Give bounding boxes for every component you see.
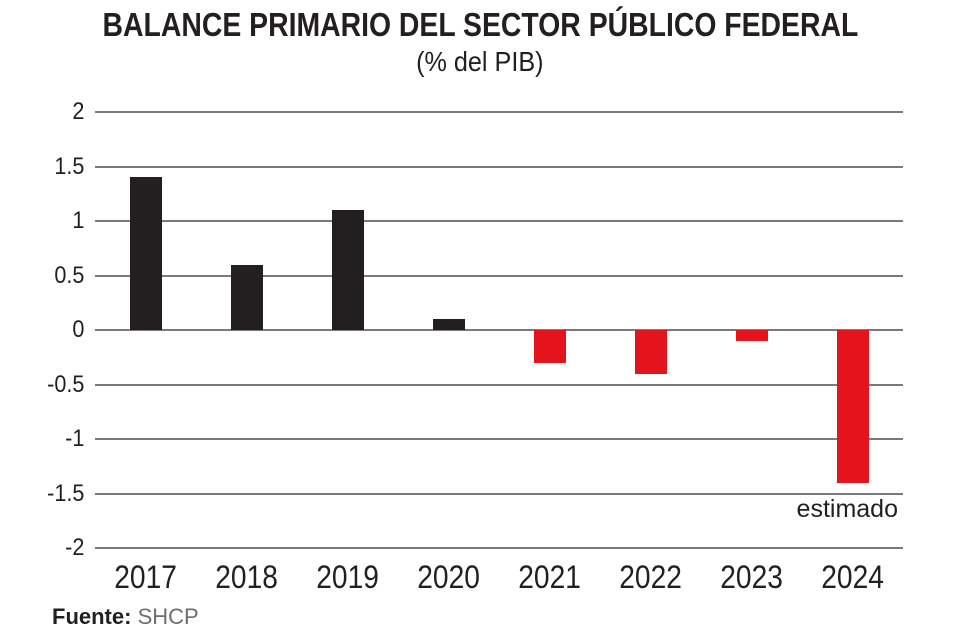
chart-title: BALANCE PRIMARIO DEL SECTOR PÚBLICO FEDE… — [0, 6, 960, 44]
x-axis-tick-label-text: 2019 — [316, 559, 380, 595]
x-axis-tick-label-text: 2022 — [619, 559, 683, 595]
x-axis-tick-label-text: 2024 — [821, 559, 885, 595]
chart-subtitle: (% del PIB) — [0, 45, 960, 79]
x-axis-tick-label-text: 2023 — [720, 559, 784, 595]
x-axis-tick-label: 2022 — [591, 558, 711, 596]
x-axis-tick-label-text: 2021 — [518, 559, 582, 595]
y-axis-tick-label: 2 — [71, 98, 84, 125]
plot-area — [95, 111, 903, 549]
bar-2018 — [231, 265, 263, 330]
bar-2021 — [534, 330, 566, 363]
gridline — [95, 165, 903, 168]
bar-2019 — [332, 210, 364, 330]
y-axis-tick-label: -1 — [64, 425, 84, 452]
y-axis-tick-label: 1 — [71, 207, 84, 234]
gridline — [95, 492, 903, 495]
x-axis-tick-label-text: 2018 — [215, 559, 279, 595]
bar-2017 — [130, 177, 162, 330]
chart-subtitle-text: (% del PIB) — [416, 46, 544, 77]
x-axis-tick-label: 2017 — [86, 558, 206, 596]
x-axis-tick-label: 2018 — [187, 558, 307, 596]
y-axis-tick-label: -1.5 — [46, 479, 84, 507]
x-axis-labels: 2017 2018 2019 2020 2021 2022 2023 2024 — [95, 558, 903, 600]
chart-title-text: BALANCE PRIMARIO DEL SECTOR PÚBLICO FEDE… — [102, 6, 858, 43]
x-axis-tick-label: 2023 — [692, 558, 812, 596]
estimado-annotation: estimado — [796, 495, 898, 523]
bar-2022 — [635, 330, 667, 374]
y-axis-tick-label: -0.5 — [46, 370, 84, 398]
y-axis-labels: 2 1.5 1 0.5 0 -0.5 -1 -1.5 -2 — [0, 99, 84, 561]
source-line: Fuente: SHCP — [52, 604, 199, 630]
gridline — [95, 383, 903, 386]
x-axis-tick-label: 2021 — [490, 558, 610, 596]
x-axis-tick-label: 2020 — [389, 558, 509, 596]
gridline — [95, 547, 903, 549]
gridline — [95, 329, 903, 331]
y-axis-tick-label: 0 — [71, 316, 84, 343]
source-label: Fuente: — [52, 604, 132, 629]
gridline — [95, 220, 903, 222]
source-value: SHCP — [137, 604, 199, 629]
gridline — [95, 438, 903, 440]
x-axis-tick-label-text: 2017 — [114, 559, 178, 595]
x-axis-tick-label: 2024 — [793, 558, 913, 596]
bar-2020 — [433, 319, 465, 330]
gridline — [95, 274, 903, 277]
bar-2024 — [837, 330, 869, 483]
y-axis-tick-label: 1.5 — [53, 152, 84, 180]
y-axis-tick-label: 0.5 — [53, 261, 84, 289]
gridline — [95, 111, 903, 113]
x-axis-tick-label: 2019 — [288, 558, 408, 596]
x-axis-tick-label-text: 2020 — [417, 559, 481, 595]
bar-2023 — [736, 330, 768, 341]
y-axis-tick-label: -2 — [64, 534, 84, 561]
